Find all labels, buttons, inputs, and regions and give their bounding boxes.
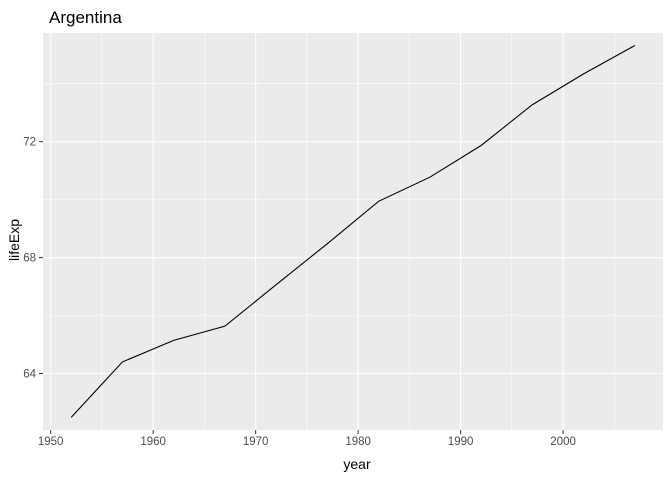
minor-gridlines [43,33,663,430]
x-tick-label: 1990 [448,436,474,448]
x-tick-label: 2000 [550,436,576,448]
y-tick-label: 68 [23,253,36,265]
x-tick-label: 1970 [243,436,269,448]
x-tick-label: 1960 [140,436,166,448]
plot-panel [43,33,663,430]
chart-title: Argentina [49,8,122,27]
x-tick-label: 1980 [345,436,371,448]
series-line [70,44,636,418]
major-gridlines [43,33,663,430]
y-axis-title: lifeExp [6,219,22,261]
y-tick-label: 72 [23,137,36,149]
x-tick-label: 1950 [38,436,64,448]
y-tick-label: 64 [23,368,36,380]
x-axis-title: year [343,456,371,472]
x-axis-ticks: 1950 1960 1970 1980 1990 2000 [38,430,576,448]
y-axis-ticks: 64 68 72 [23,137,43,380]
